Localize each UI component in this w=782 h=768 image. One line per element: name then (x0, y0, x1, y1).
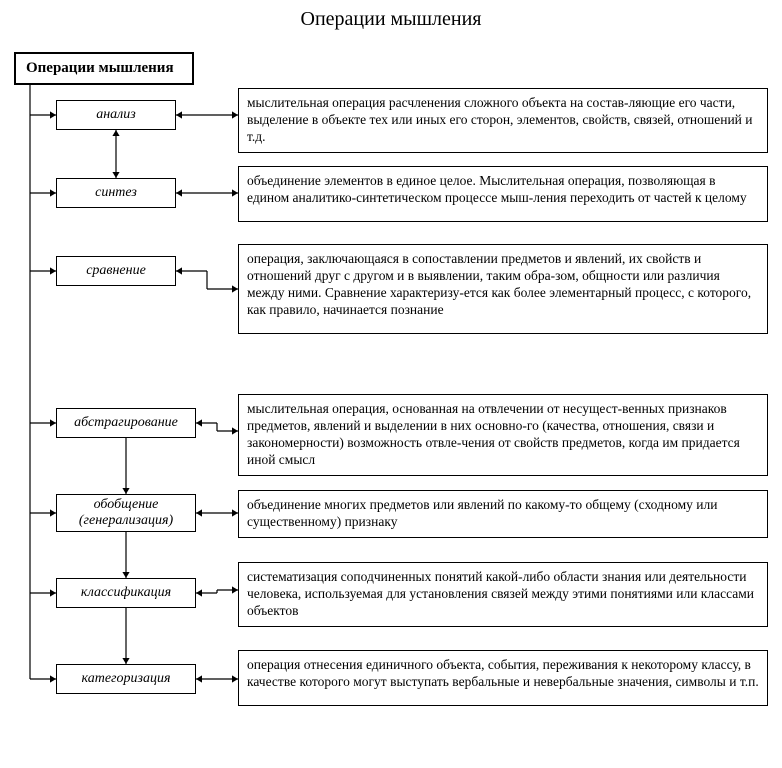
description-categorization: операция отнесения единичного объекта, с… (238, 650, 768, 706)
root-label: Операции мышления (26, 60, 174, 76)
operation-categorization: категоризация (56, 664, 196, 694)
operation-comparison: сравнение (56, 256, 176, 286)
op-label: категоризация (82, 671, 171, 687)
operation-classification: классификация (56, 578, 196, 608)
description-classification: систематизация соподчиненных понятий как… (238, 562, 768, 627)
description-generalization: объединение многих предметов или явлений… (238, 490, 768, 538)
description-analysis: мыслительная операция расчленения сложно… (238, 88, 768, 153)
op-label: синтез (95, 185, 137, 201)
op-label: сравнение (86, 263, 146, 279)
root-node: Операции мышления (14, 52, 194, 85)
operation-abstraction: абстрагирование (56, 408, 196, 438)
description-abstraction: мыслительная операция, основанная на отв… (238, 394, 768, 476)
operation-analysis: анализ (56, 100, 176, 130)
description-synthesis: объединение элементов в единое целое. Мы… (238, 166, 768, 222)
op-label: абстрагирование (74, 415, 178, 431)
op-label: классификация (81, 585, 171, 601)
description-comparison: операция, заключающаяся в сопоставлении … (238, 244, 768, 334)
op-label: обобщение (генерализация) (65, 497, 187, 529)
page-title: Операции мышления (0, 0, 782, 37)
op-label: анализ (96, 107, 136, 123)
operation-generalization: обобщение (генерализация) (56, 494, 196, 532)
operation-synthesis: синтез (56, 178, 176, 208)
